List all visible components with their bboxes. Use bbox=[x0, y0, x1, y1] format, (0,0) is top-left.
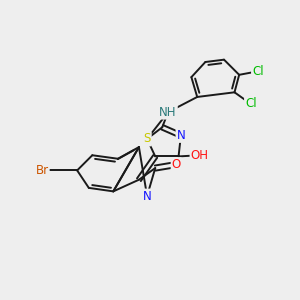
Text: Cl: Cl bbox=[245, 98, 256, 110]
Text: N: N bbox=[143, 190, 152, 202]
Text: O: O bbox=[172, 158, 181, 171]
Text: Br: Br bbox=[36, 164, 49, 177]
Text: NH: NH bbox=[159, 106, 177, 118]
Text: S: S bbox=[143, 132, 151, 146]
Text: N: N bbox=[176, 129, 185, 142]
Text: Cl: Cl bbox=[252, 65, 264, 78]
Text: OH: OH bbox=[190, 149, 208, 162]
